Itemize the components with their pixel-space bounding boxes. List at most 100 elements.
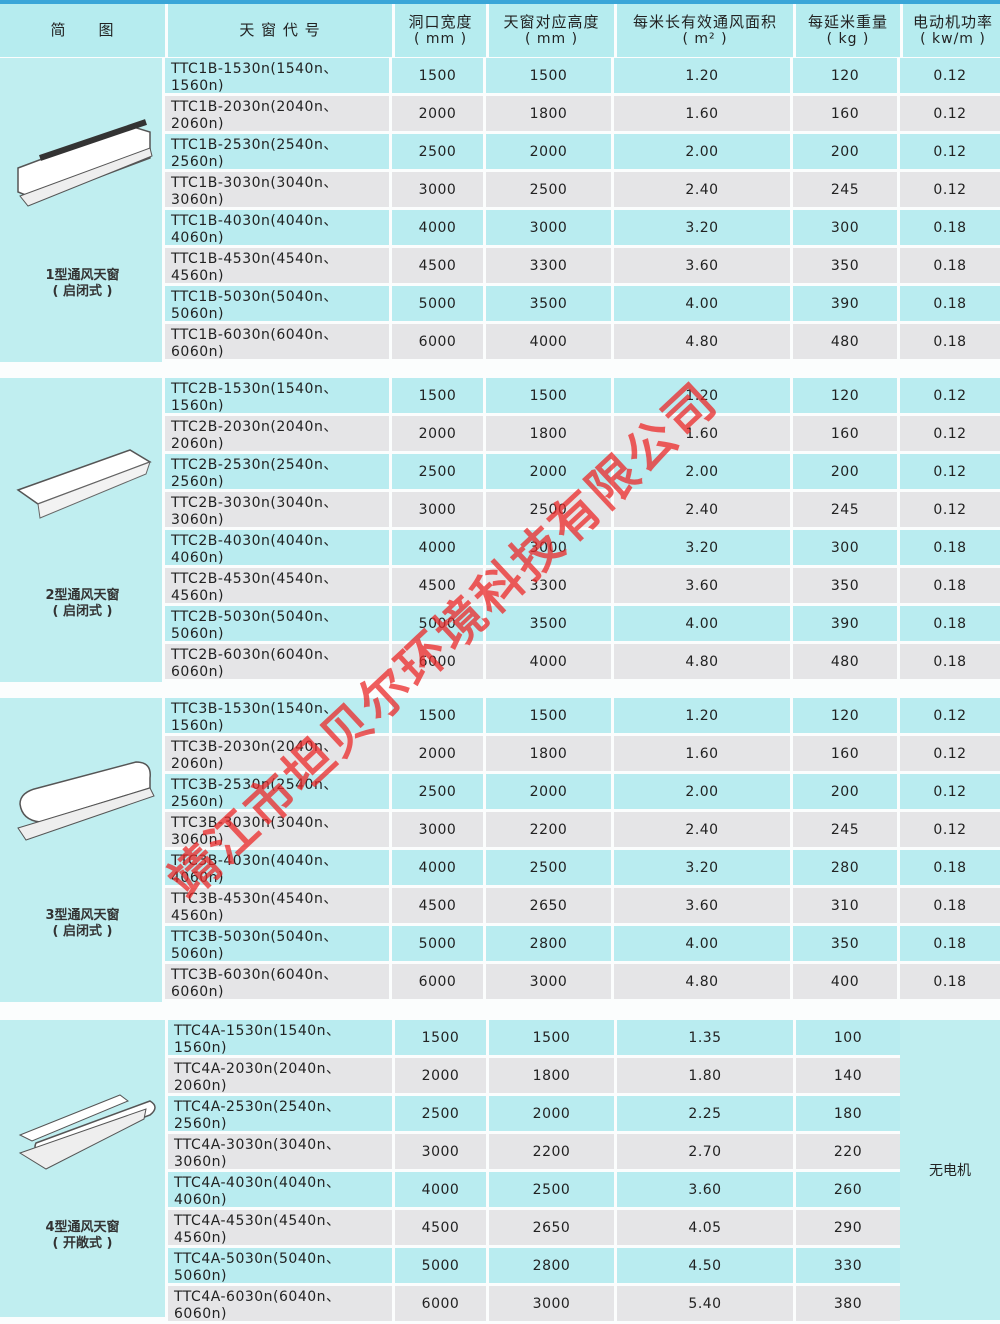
width-cell: 2500 [395, 1096, 486, 1131]
table-row: TTC3B-3030n(3040n、3060n) 3000 2200 2.40 245 0… [165, 812, 1000, 850]
width-cell: 2500 [392, 774, 483, 809]
power-cell: 0.12 [900, 134, 1000, 169]
table-header: 简 图天 窗 代 号洞口宽度( mm ) 天窗对应高度( mm ) 每米长有效通风面… [0, 4, 1000, 57]
weight-cell: 140 [796, 1058, 900, 1093]
weight-cell: 160 [793, 736, 897, 771]
height-cell: 2650 [486, 888, 611, 923]
weight-cell: 100 [796, 1020, 900, 1055]
window-type-group: 4型通风天窗( 开敞式 ) TTC4A-1530n(1540n、1560n) 150… [0, 1020, 1000, 1324]
table-row: TTC4A-6030n(6040n、6060n) 6000 3000 5.40 380 [168, 1286, 1000, 1324]
power-cell: 0.12 [900, 812, 1000, 847]
area-cell: 4.00 [614, 286, 790, 321]
weight-cell: 245 [793, 172, 897, 207]
area-cell: 3.60 [617, 1172, 793, 1207]
code-cell: TTC1B-2530n(2540n、2560n) [165, 134, 389, 170]
header-cell: 电动机功率( kw/m ) [903, 4, 1000, 57]
skylight-diagram-icon [17, 761, 155, 841]
height-cell: 4000 [486, 644, 611, 679]
area-cell: 1.60 [614, 736, 790, 771]
power-cell: 0.12 [900, 454, 1000, 489]
height-cell: 1800 [486, 736, 611, 771]
code-cell: TTC3B-4530n(4540n、4560n) [165, 888, 389, 924]
table-row: TTC2B-5030n(5040n、5060n) 5000 3500 4.00 390 0… [165, 606, 1000, 644]
type-name: 3型通风天窗 [45, 908, 120, 923]
height-cell: 2500 [486, 850, 611, 885]
code-cell: TTC2B-4030n(4040n、4060n) [165, 530, 389, 566]
top-border [0, 0, 1000, 4]
area-cell: 4.00 [614, 926, 790, 961]
weight-cell: 330 [796, 1248, 900, 1283]
width-cell: 3000 [392, 812, 483, 847]
height-cell: 3000 [486, 210, 611, 245]
height-cell: 2500 [489, 1172, 614, 1207]
area-cell: 5.40 [617, 1286, 793, 1321]
code-cell: TTC3B-5030n(5040n、5060n) [165, 926, 389, 962]
table-row: TTC4A-1530n(1540n、1560n) 1500 1500 1.35 100 [168, 1020, 1000, 1058]
width-cell: 3000 [392, 172, 483, 207]
width-cell: 4500 [395, 1210, 486, 1245]
height-cell: 2800 [489, 1248, 614, 1283]
width-cell: 3000 [395, 1134, 486, 1169]
table-row: TTC4A-2030n(2040n、2060n) 2000 1800 1.80 140 [168, 1058, 1000, 1096]
table-row: TTC3B-2030n(2040n、2060n) 2000 1800 1.60 160 0… [165, 736, 1000, 774]
type-subtitle: ( 启闭式 ) [52, 924, 113, 939]
weight-cell: 310 [793, 888, 897, 923]
power-cell: 0.18 [900, 926, 1000, 961]
window-type-group: 2型通风天窗( 启闭式 ) TTC2B-1530n(1540n、1560n) 150… [0, 378, 1000, 682]
weight-cell: 300 [793, 530, 897, 565]
table-row: TTC4A-3030n(3040n、3060n) 3000 2200 2.70 220 [168, 1134, 1000, 1172]
table-row: TTC3B-2530n(2540n、2560n) 2500 2000 2.00 200 0… [165, 774, 1000, 812]
power-cell: 0.12 [900, 96, 1000, 131]
weight-cell: 350 [793, 248, 897, 283]
area-cell: 4.50 [617, 1248, 793, 1283]
type-name: 1型通风天窗 [45, 268, 120, 283]
table-row: TTC3B-6030n(6040n、6060n) 6000 3000 4.80 400 0… [165, 964, 1000, 1002]
code-cell: TTC4A-4530n(4540n、4560n) [168, 1210, 392, 1246]
diagram-cell: 4型通风天窗( 开敞式 ) [0, 1020, 165, 1317]
skylight-diagram-icon [17, 119, 153, 207]
table-row: TTC1B-2030n(2040n、2060n) 2000 1800 1.60 160 0… [165, 96, 1000, 134]
width-cell: 4000 [392, 530, 483, 565]
code-cell: TTC1B-4030n(4040n、4060n) [165, 210, 389, 246]
weight-cell: 280 [793, 850, 897, 885]
weight-cell: 400 [793, 964, 897, 999]
code-cell: TTC1B-2030n(2040n、2060n) [165, 96, 389, 132]
header-cell: 天窗对应高度( mm ) [489, 4, 614, 57]
area-cell: 4.80 [614, 324, 790, 359]
skylight-diagram-icon [18, 1094, 156, 1170]
power-cell: 0.18 [900, 530, 1000, 565]
area-cell: 1.60 [614, 416, 790, 451]
table-row: TTC2B-3030n(3040n、3060n) 3000 2500 2.40 245 0… [165, 492, 1000, 530]
area-cell: 2.40 [614, 812, 790, 847]
weight-cell: 390 [793, 606, 897, 641]
table-row: TTC3B-4530n(4540n、4560n) 4500 2650 3.60 310 0… [165, 888, 1000, 926]
height-cell: 1500 [486, 378, 611, 413]
width-cell: 2500 [392, 134, 483, 169]
type-name: 4型通风天窗 [45, 1220, 120, 1235]
height-cell: 3000 [486, 964, 611, 999]
window-type-group: 3型通风天窗( 启闭式 ) TTC3B-1530n(1540n、1560n) 150… [0, 698, 1000, 1002]
weight-cell: 200 [793, 774, 897, 809]
height-cell: 2000 [489, 1096, 614, 1131]
width-cell: 4500 [392, 888, 483, 923]
power-cell: 0.18 [900, 606, 1000, 641]
no-motor-cell: 无电机 [900, 1020, 1000, 1320]
table-row: TTC3B-1530n(1540n、1560n) 1500 1500 1.20 120 0… [165, 698, 1000, 736]
table-row: TTC3B-4030n(4040n、4060n) 4000 2500 3.20 280 0… [165, 850, 1000, 888]
area-cell: 4.00 [614, 606, 790, 641]
width-cell: 1500 [392, 378, 483, 413]
power-cell: 0.12 [900, 492, 1000, 527]
height-cell: 2000 [486, 774, 611, 809]
area-cell: 1.60 [614, 96, 790, 131]
area-cell: 2.25 [617, 1096, 793, 1131]
height-cell: 1800 [486, 416, 611, 451]
height-cell: 2000 [486, 134, 611, 169]
table-row: TTC1B-4030n(4040n、4060n) 4000 3000 3.20 300 0… [165, 210, 1000, 248]
area-cell: 4.05 [617, 1210, 793, 1245]
width-cell: 5000 [392, 606, 483, 641]
height-cell: 3500 [486, 286, 611, 321]
width-cell: 3000 [392, 492, 483, 527]
height-cell: 1800 [486, 96, 611, 131]
height-cell: 3300 [486, 568, 611, 603]
code-cell: TTC3B-4030n(4040n、4060n) [165, 850, 389, 886]
